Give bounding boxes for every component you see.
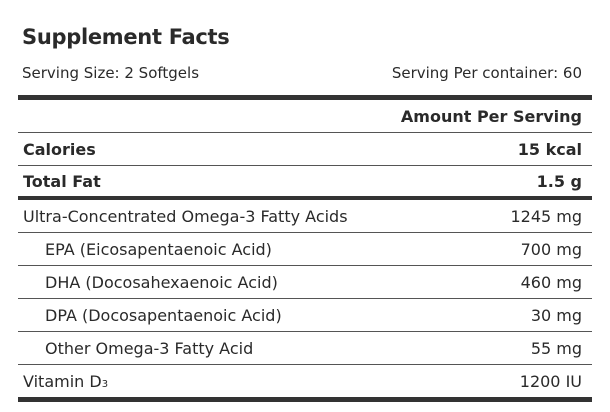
serving-size: Serving Size: 2 Softgels bbox=[22, 64, 200, 82]
servings-per-container: Serving Per container: 60 bbox=[391, 64, 582, 82]
amount-header-row: Amount Per Serving bbox=[18, 100, 592, 133]
table-row: Total Fat 1.5 g bbox=[18, 166, 592, 200]
serving-info: Serving Size: 2 Softgels Serving Per con… bbox=[22, 64, 582, 82]
table-row: Calories 15 kcal bbox=[18, 133, 592, 166]
supplement-facts-table: Amount Per Serving Calories 15 kcal Total… bbox=[18, 95, 592, 402]
table-row: Vitamin D3 1200 IU bbox=[23, 371, 582, 391]
table-row: Other Omega-3 Fatty Acid 55 mg bbox=[18, 332, 592, 365]
table-row: DPA (Docosapentaenoic Acid) 30 mg bbox=[18, 299, 592, 332]
table-row: EPA (Eicosapentaenoic Acid) 700 mg bbox=[18, 233, 592, 266]
table-row: DHA (Docosahexaenoic Acid) 460 mg bbox=[18, 266, 592, 299]
amount-header: Amount Per Serving bbox=[400, 106, 582, 126]
table-row: Ultra-Concentrated Omega-3 Fatty Acids 12… bbox=[18, 200, 592, 233]
page-title: Supplement Facts bbox=[22, 25, 230, 49]
